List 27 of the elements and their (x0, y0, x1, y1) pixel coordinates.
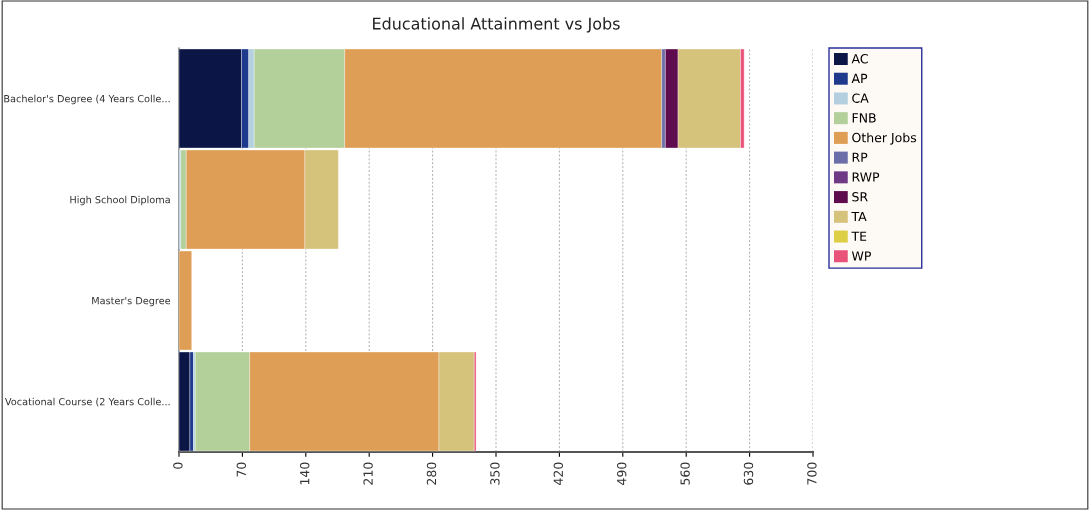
y-tick-label: Vocational Course (2 Years Colle... (4, 397, 170, 407)
legend-label: WP (851, 251, 871, 261)
x-tick-label: 560 (680, 462, 690, 485)
legend-label: RWP (852, 172, 880, 182)
legend-label: FNB (852, 113, 876, 123)
legend-label: Other Jobs (852, 132, 917, 145)
x-tick-label: 70 (236, 462, 247, 477)
legend-label: AP (851, 73, 868, 83)
legend-label: CA (852, 93, 869, 103)
chart-title: Educational Attainment vs Jobs (373, 17, 620, 33)
x-tick-label: 350 (490, 462, 500, 485)
x-tick-label: 630 (743, 462, 754, 485)
x-tick-label: 210 (363, 462, 373, 485)
x-tick-label: 700 (807, 462, 817, 485)
x-tick-label: 140 (299, 462, 310, 485)
y-tick-label: Master's Degree (92, 297, 171, 307)
x-tick-label: 490 (616, 462, 627, 485)
x-tick-label: 280 (426, 462, 437, 485)
legend-label: TA (851, 211, 867, 222)
x-tick-label: 420 (553, 462, 564, 485)
legend-label: RP (852, 152, 868, 162)
legend-label: TE (851, 231, 867, 241)
legend-label: SR (852, 192, 868, 202)
legend-label: AC (851, 53, 868, 64)
x-tick-label: 0 (173, 462, 183, 469)
y-tick-label: Bachelor's Degree (4 Years Colle... (4, 94, 170, 105)
y-tick-label: High School Diploma (70, 195, 170, 206)
